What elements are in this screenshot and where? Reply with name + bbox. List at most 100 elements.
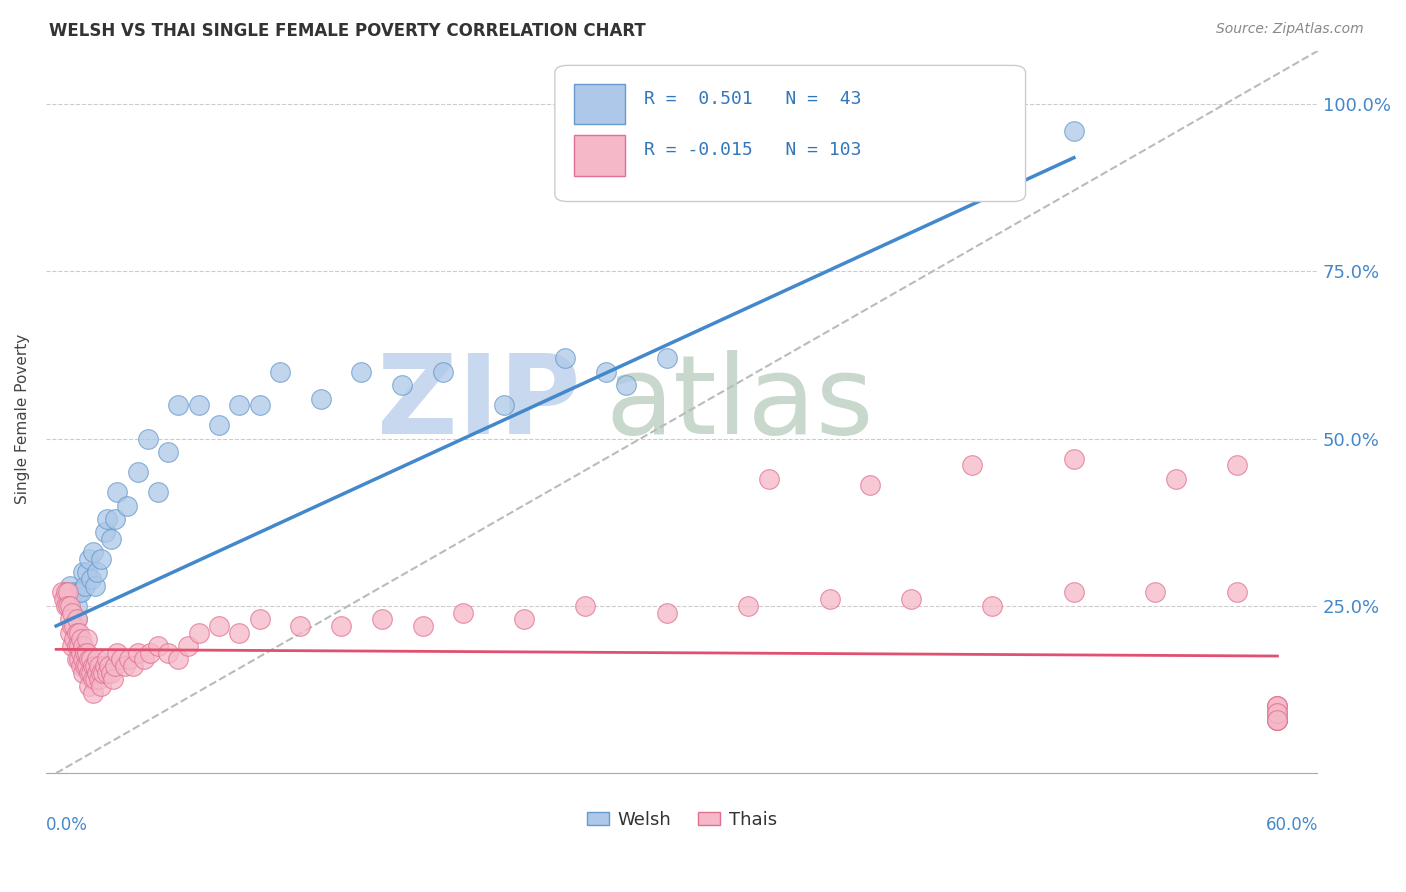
- Point: [86, 652, 108, 666]
- Point: [55, 599, 77, 613]
- Point: [73, 659, 96, 673]
- Point: [104, 512, 127, 526]
- Point: [76, 632, 98, 647]
- Point: [1267, 713, 1289, 727]
- Text: R =  0.501   N =  43: R = 0.501 N = 43: [644, 89, 862, 108]
- Point: [77, 665, 100, 680]
- Point: [80, 665, 103, 680]
- Point: [104, 659, 127, 673]
- Point: [55, 585, 77, 599]
- Point: [101, 673, 124, 687]
- Point: [146, 639, 169, 653]
- Point: [62, 619, 84, 633]
- Point: [146, 485, 169, 500]
- Point: [76, 566, 98, 580]
- Text: atlas: atlas: [606, 351, 875, 458]
- Point: [818, 592, 841, 607]
- Point: [105, 646, 128, 660]
- Point: [59, 612, 82, 626]
- Point: [960, 458, 983, 473]
- Point: [859, 478, 882, 492]
- Point: [72, 652, 94, 666]
- Point: [83, 579, 105, 593]
- Point: [127, 646, 149, 660]
- Point: [1267, 713, 1289, 727]
- Point: [76, 646, 98, 660]
- Point: [228, 625, 250, 640]
- Text: ZIP: ZIP: [377, 351, 581, 458]
- Point: [290, 619, 312, 633]
- Point: [96, 665, 118, 680]
- Point: [614, 378, 637, 392]
- Point: [228, 398, 250, 412]
- Point: [67, 625, 90, 640]
- Point: [1063, 124, 1085, 138]
- Point: [86, 665, 108, 680]
- Point: [655, 606, 678, 620]
- Point: [82, 659, 104, 673]
- Point: [451, 606, 474, 620]
- Point: [65, 625, 87, 640]
- Point: [758, 472, 780, 486]
- Point: [96, 652, 118, 666]
- Point: [77, 552, 100, 566]
- Point: [90, 679, 112, 693]
- Point: [391, 378, 413, 392]
- Text: R = -0.015   N = 103: R = -0.015 N = 103: [644, 141, 862, 159]
- Point: [1267, 699, 1289, 714]
- Point: [309, 392, 332, 406]
- Point: [62, 606, 84, 620]
- Point: [1267, 706, 1289, 720]
- Point: [73, 646, 96, 660]
- FancyBboxPatch shape: [555, 65, 1025, 202]
- FancyBboxPatch shape: [574, 136, 624, 176]
- Point: [900, 592, 922, 607]
- Point: [67, 585, 90, 599]
- Point: [82, 545, 104, 559]
- Point: [492, 398, 515, 412]
- Point: [82, 686, 104, 700]
- Point: [91, 665, 114, 680]
- Point: [105, 485, 128, 500]
- Point: [69, 585, 91, 599]
- Point: [65, 612, 87, 626]
- Point: [1063, 451, 1085, 466]
- Point: [63, 632, 86, 647]
- Point: [432, 365, 454, 379]
- Point: [94, 659, 117, 673]
- Point: [90, 552, 112, 566]
- Point: [82, 673, 104, 687]
- Point: [59, 599, 82, 613]
- Point: [58, 585, 80, 599]
- Point: [77, 652, 100, 666]
- Point: [114, 659, 136, 673]
- Point: [554, 351, 576, 366]
- Point: [53, 592, 76, 607]
- FancyBboxPatch shape: [574, 84, 624, 124]
- Point: [371, 612, 394, 626]
- Point: [83, 659, 105, 673]
- Point: [187, 398, 209, 412]
- Point: [94, 525, 117, 540]
- Point: [76, 659, 98, 673]
- Point: [330, 619, 353, 633]
- Point: [1226, 585, 1249, 599]
- Point: [1267, 713, 1289, 727]
- Point: [920, 124, 942, 138]
- Point: [67, 639, 90, 653]
- Point: [87, 659, 110, 673]
- Point: [72, 665, 94, 680]
- Point: [1144, 585, 1167, 599]
- Text: Source: ZipAtlas.com: Source: ZipAtlas.com: [1216, 22, 1364, 37]
- Point: [51, 585, 73, 599]
- Point: [65, 652, 87, 666]
- Point: [100, 665, 122, 680]
- Point: [62, 639, 84, 653]
- Text: 0.0%: 0.0%: [46, 816, 87, 834]
- Point: [574, 599, 596, 613]
- Point: [1063, 585, 1085, 599]
- Point: [249, 398, 271, 412]
- Point: [90, 665, 112, 680]
- Point: [63, 619, 86, 633]
- Point: [1267, 713, 1289, 727]
